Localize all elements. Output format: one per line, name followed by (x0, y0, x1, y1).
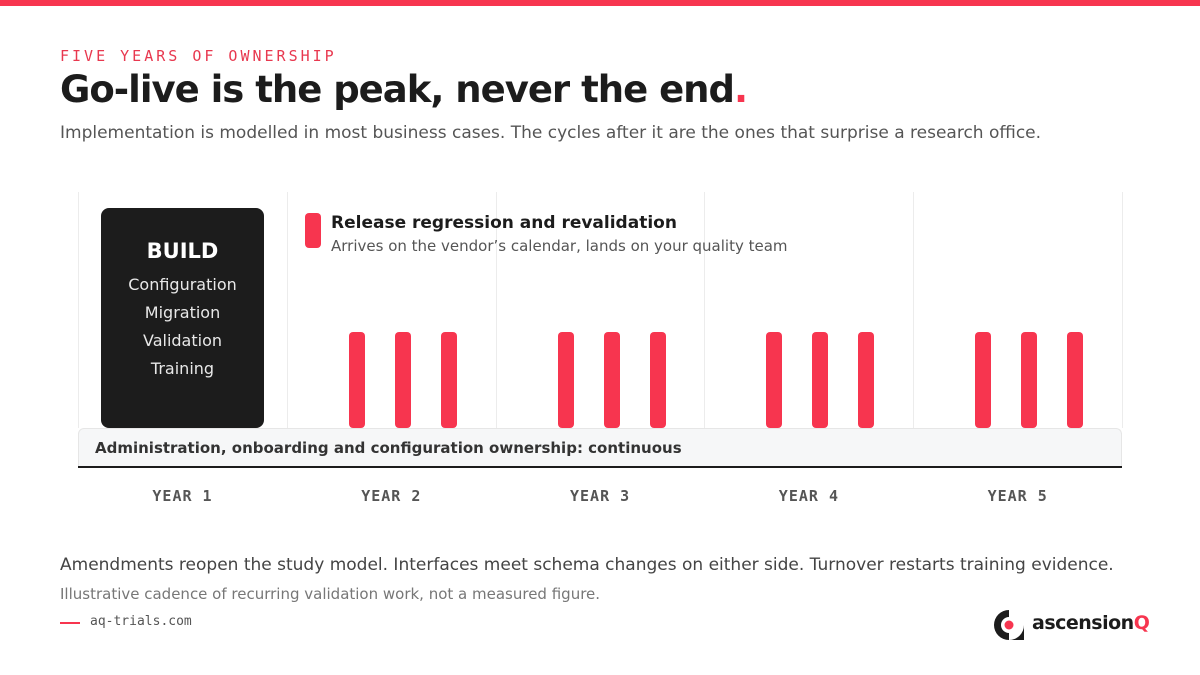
year-label: YEAR 3 (570, 487, 631, 505)
year-label: YEAR 5 (987, 487, 1048, 505)
title-accent: . (734, 68, 748, 111)
continuous-label: Administration, onboarding and configura… (95, 439, 682, 457)
year-divider (286, 192, 288, 428)
year-divider (495, 192, 497, 428)
brand-name: ascension (1032, 612, 1134, 634)
continuous-band: Administration, onboarding and configura… (78, 428, 1122, 466)
release-bar (394, 332, 411, 428)
year-label: YEAR 4 (778, 487, 839, 505)
build-item: Training (150, 359, 215, 378)
year-divider (78, 192, 79, 428)
release-bar (557, 332, 574, 428)
release-bar (812, 332, 829, 428)
eyebrow: FIVE YEARS OF OWNERSHIP (60, 47, 337, 65)
brand-accent: Q (1133, 612, 1150, 634)
legend-description: Arrives on the vendor’s calendar, lands … (331, 237, 788, 255)
subtitle: Implementation is modelled in most busin… (60, 123, 1042, 143)
build-item: Validation (142, 331, 222, 350)
build-item: Migration (144, 303, 221, 322)
legend-swatch (305, 213, 321, 248)
year-divider (1122, 192, 1123, 428)
footer-note: Amendments reopen the study model. Inter… (60, 555, 1114, 575)
top-bar (0, 0, 1200, 6)
year-label: YEAR 1 (152, 487, 213, 505)
release-bar (975, 332, 992, 428)
source-dash (60, 622, 80, 624)
brand: ascensionQ (1032, 612, 1150, 634)
logo-dot (1004, 620, 1014, 630)
release-bar (440, 332, 457, 428)
release-bar (766, 332, 783, 428)
release-bar (1067, 332, 1084, 428)
build-label: BUILD (146, 239, 219, 263)
release-bar (603, 332, 620, 428)
year-divider (913, 192, 915, 428)
release-bar (858, 332, 875, 428)
build-box: BUILD Configuration Migration Validation Tr… (101, 208, 264, 428)
build-item: Configuration (128, 275, 237, 294)
legend-title: Release regression and revalidation (331, 213, 677, 233)
release-bar (1021, 332, 1038, 428)
year-label: YEAR 2 (361, 487, 422, 505)
title-text: Go-live is the peak, never the end (60, 68, 735, 111)
build-items: Configuration Migration Validation Training (101, 271, 264, 383)
axis-line (78, 466, 1122, 468)
year-divider (704, 192, 706, 428)
source: aq-trials.com (90, 614, 192, 629)
logo-icon (994, 610, 1024, 640)
footer-caveat: Illustrative cadence of recurring valida… (60, 585, 601, 603)
title: Go-live is the peak, never the end. (60, 68, 748, 111)
release-bar (649, 332, 666, 428)
release-bar (348, 332, 365, 428)
